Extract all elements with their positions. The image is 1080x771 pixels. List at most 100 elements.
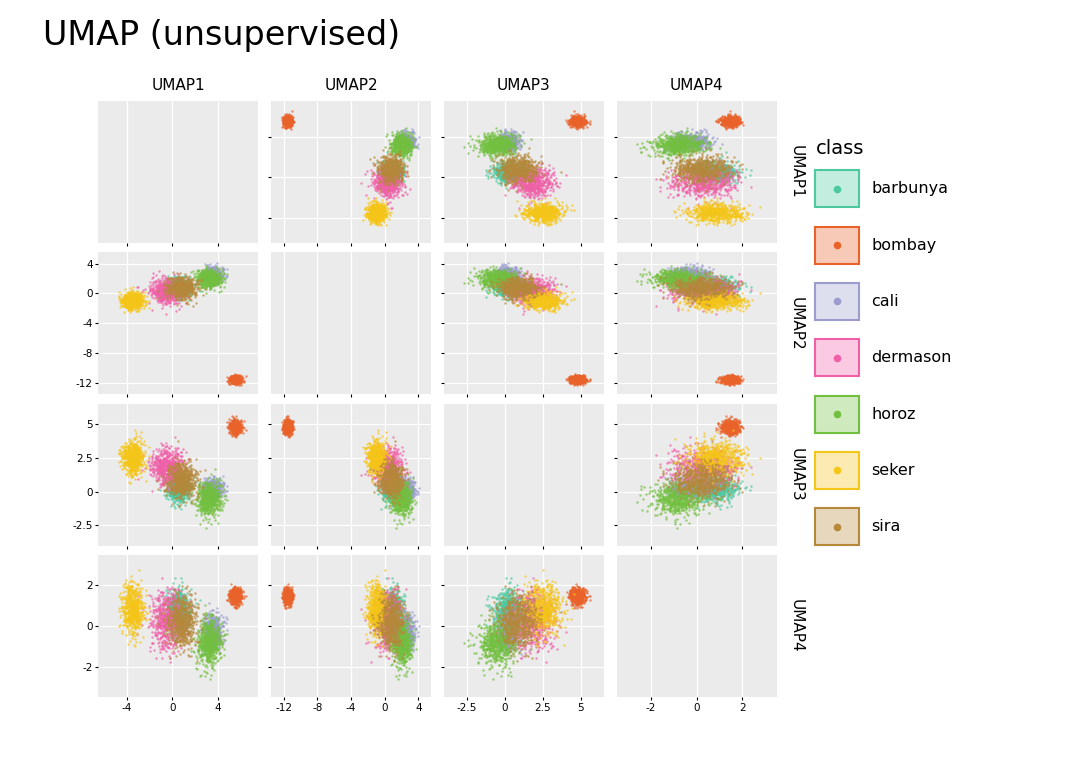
Point bbox=[282, 591, 299, 604]
Point bbox=[712, 449, 729, 462]
Point bbox=[231, 418, 248, 430]
Point bbox=[123, 462, 140, 474]
Point bbox=[387, 601, 404, 613]
Point bbox=[495, 290, 512, 302]
Point bbox=[572, 375, 590, 387]
Point bbox=[404, 617, 421, 629]
Point bbox=[541, 203, 558, 215]
Point bbox=[382, 167, 400, 180]
Point bbox=[200, 481, 217, 493]
Point bbox=[501, 165, 518, 177]
Point bbox=[222, 591, 240, 604]
Point bbox=[282, 596, 299, 608]
Point bbox=[201, 631, 218, 644]
Point bbox=[202, 485, 219, 497]
Point bbox=[503, 275, 521, 288]
Point bbox=[382, 619, 400, 631]
Point bbox=[125, 610, 143, 622]
Point bbox=[497, 142, 514, 154]
Point bbox=[694, 266, 712, 278]
Point bbox=[570, 118, 588, 130]
Point bbox=[283, 116, 300, 129]
Point bbox=[676, 274, 693, 287]
Point bbox=[380, 175, 397, 187]
Point bbox=[123, 447, 140, 460]
Point bbox=[171, 282, 188, 295]
Point bbox=[692, 170, 710, 182]
Point bbox=[276, 113, 294, 125]
Point bbox=[388, 488, 405, 500]
Point bbox=[542, 200, 559, 213]
Point bbox=[684, 184, 701, 197]
Point bbox=[161, 272, 178, 284]
Point bbox=[483, 137, 500, 150]
Point bbox=[669, 485, 686, 497]
Point bbox=[387, 170, 404, 183]
Point bbox=[717, 375, 734, 388]
Point bbox=[673, 492, 690, 504]
Point bbox=[165, 602, 183, 614]
Point bbox=[675, 180, 692, 193]
Point bbox=[665, 272, 683, 284]
Point bbox=[131, 292, 148, 305]
Point bbox=[703, 198, 720, 210]
Point bbox=[500, 598, 517, 611]
Point bbox=[199, 268, 216, 281]
Point bbox=[197, 267, 214, 279]
Point bbox=[376, 165, 393, 177]
Point bbox=[503, 131, 521, 143]
Point bbox=[673, 497, 690, 510]
Point bbox=[369, 207, 387, 220]
Point bbox=[174, 281, 191, 293]
Point bbox=[381, 624, 399, 636]
Point bbox=[558, 604, 576, 616]
Point bbox=[569, 113, 586, 126]
Point bbox=[495, 131, 512, 143]
Point bbox=[198, 634, 215, 646]
Point bbox=[498, 140, 515, 153]
Point bbox=[710, 373, 727, 386]
Point bbox=[201, 269, 218, 281]
Point bbox=[393, 131, 410, 143]
Point bbox=[227, 593, 244, 605]
Point bbox=[200, 272, 217, 284]
Point bbox=[537, 288, 554, 300]
Point bbox=[687, 453, 704, 465]
Point bbox=[701, 477, 718, 490]
Point bbox=[203, 483, 220, 496]
Point bbox=[669, 274, 686, 287]
Point bbox=[571, 593, 589, 605]
Point bbox=[383, 475, 401, 487]
Point bbox=[149, 466, 166, 479]
Point bbox=[564, 115, 581, 127]
Point bbox=[562, 372, 579, 385]
Point bbox=[663, 169, 680, 181]
Point bbox=[198, 638, 215, 650]
Point bbox=[718, 373, 735, 386]
Point bbox=[383, 615, 401, 628]
Point bbox=[174, 271, 191, 284]
Point bbox=[671, 473, 688, 486]
Point bbox=[501, 268, 518, 280]
Point bbox=[572, 588, 590, 601]
Point bbox=[389, 492, 406, 504]
Point bbox=[691, 460, 708, 473]
Point bbox=[701, 483, 718, 495]
Point bbox=[279, 418, 296, 430]
Point bbox=[174, 484, 191, 497]
Point bbox=[677, 282, 694, 295]
Point bbox=[164, 482, 181, 494]
Point bbox=[379, 163, 396, 176]
Point bbox=[511, 284, 528, 297]
Point bbox=[674, 272, 691, 284]
Point bbox=[705, 162, 723, 174]
Point bbox=[160, 275, 177, 288]
Point bbox=[356, 578, 374, 591]
Point bbox=[393, 135, 410, 147]
Point bbox=[572, 376, 590, 389]
Point bbox=[681, 484, 699, 497]
Point bbox=[501, 277, 518, 289]
Point bbox=[482, 152, 499, 164]
Point bbox=[702, 478, 719, 490]
Point bbox=[714, 286, 731, 298]
